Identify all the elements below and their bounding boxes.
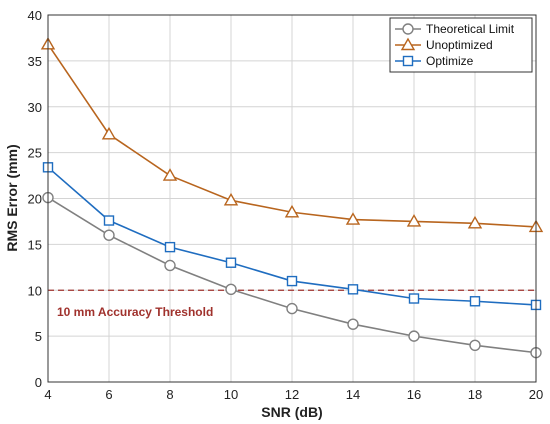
legend-item: Optimize xyxy=(395,54,474,68)
plot-frame xyxy=(47,14,537,383)
data-point xyxy=(345,212,361,225)
x-tick-labels: 4 6 8 10 12 14 16 18 20 xyxy=(44,387,543,402)
legend-label: Theoretical Limit xyxy=(426,22,515,36)
legend-marker xyxy=(402,55,414,67)
legend-label: Optimize xyxy=(426,54,474,68)
x-tick-label: 8 xyxy=(166,387,173,402)
x-tick-label: 12 xyxy=(285,387,299,402)
data-point xyxy=(406,214,422,227)
y-tick-label: 35 xyxy=(28,54,42,69)
y-tick-label: 0 xyxy=(35,375,42,390)
y-axis-label: RMS Error (mm) xyxy=(4,144,20,251)
legend-item: Theoretical Limit xyxy=(395,22,515,36)
data-point xyxy=(103,229,115,241)
data-point xyxy=(223,192,239,206)
data-point xyxy=(286,275,298,287)
data-point xyxy=(467,215,483,229)
data-point xyxy=(103,215,115,226)
y-tick-label: 25 xyxy=(28,146,42,161)
legend-marker xyxy=(400,37,416,51)
x-tick-label: 10 xyxy=(224,387,238,402)
y-tick-label: 15 xyxy=(28,237,42,252)
data-point xyxy=(469,296,481,307)
threshold-annotation: 10 mm Accuracy Threshold xyxy=(57,305,213,319)
data-point xyxy=(101,126,117,140)
data-point xyxy=(286,302,298,315)
data-point xyxy=(347,318,359,330)
legend-item: Unoptimized xyxy=(395,37,493,52)
y-tick-labels: 0 5 10 15 20 25 30 35 40 xyxy=(28,8,42,390)
legend-marker xyxy=(402,23,414,35)
legend-label: Unoptimized xyxy=(426,38,493,52)
x-tick-label: 4 xyxy=(44,387,51,402)
data-point xyxy=(469,339,481,351)
data-point xyxy=(408,293,420,304)
data-point xyxy=(162,168,178,181)
x-tick-label: 18 xyxy=(468,387,482,402)
data-point xyxy=(284,204,300,218)
y-tick-label: 20 xyxy=(28,192,42,207)
x-tick-label: 16 xyxy=(407,387,421,402)
legend: Theoretical Limit Unoptimized Optimize xyxy=(389,17,533,73)
data-point xyxy=(347,284,359,295)
data-point xyxy=(225,257,237,268)
data-point xyxy=(408,330,420,342)
y-tick-label: 5 xyxy=(35,329,42,344)
y-tick-label: 30 xyxy=(28,100,42,115)
data-point xyxy=(164,241,176,253)
y-tick-label: 10 xyxy=(28,283,42,298)
x-axis-label: SNR (dB) xyxy=(261,404,322,420)
x-tick-label: 14 xyxy=(346,387,360,402)
data-point xyxy=(164,259,176,272)
y-tick-label: 40 xyxy=(28,8,42,23)
x-tick-label: 6 xyxy=(105,387,112,402)
x-tick-label: 20 xyxy=(529,387,543,402)
data-point xyxy=(225,283,237,296)
